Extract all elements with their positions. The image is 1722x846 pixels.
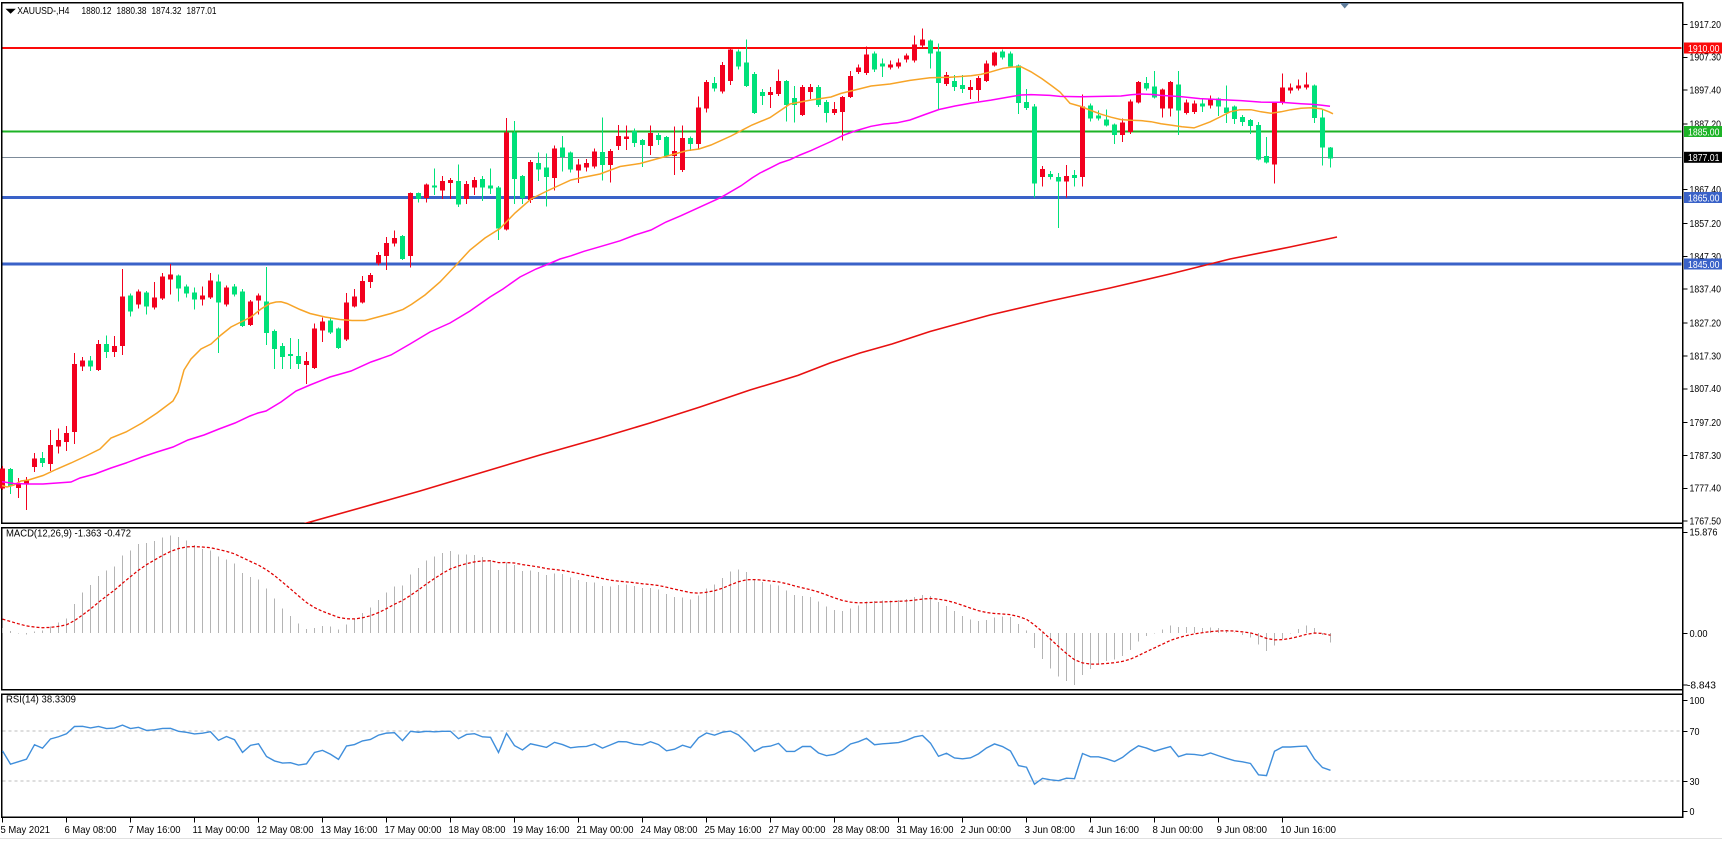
svg-text:-8.843: -8.843 (1687, 679, 1716, 691)
svg-text:1857.20: 1857.20 (1690, 218, 1722, 230)
svg-text:15.876: 15.876 (1690, 527, 1718, 539)
svg-text:17 May 00:00: 17 May 00:00 (385, 824, 442, 836)
svg-text:1877.01: 1877.01 (1688, 152, 1720, 164)
svg-text:100: 100 (1690, 695, 1705, 707)
svg-text:1827.20: 1827.20 (1690, 317, 1722, 329)
svg-text:25 May 16:00: 25 May 16:00 (705, 824, 762, 836)
svg-text:12 May 08:00: 12 May 08:00 (257, 824, 314, 836)
svg-text:1807.40: 1807.40 (1690, 383, 1722, 395)
svg-text:10 Jun 16:00: 10 Jun 16:00 (1281, 824, 1337, 836)
svg-text:1817.30: 1817.30 (1690, 350, 1722, 362)
svg-text:1874.32: 1874.32 (152, 5, 182, 17)
svg-text:0.00: 0.00 (1690, 628, 1708, 640)
svg-text:21 May 00:00: 21 May 00:00 (577, 824, 634, 836)
svg-text:6 May 08:00: 6 May 08:00 (65, 824, 117, 836)
svg-text:1917.20: 1917.20 (1690, 19, 1722, 31)
svg-text:1797.20: 1797.20 (1690, 417, 1722, 429)
svg-text:0: 0 (1690, 806, 1695, 818)
svg-text:5 May 2021: 5 May 2021 (1, 824, 51, 836)
svg-text:18 May 08:00: 18 May 08:00 (449, 824, 506, 836)
svg-text:7 May 16:00: 7 May 16:00 (129, 824, 181, 836)
svg-text:24 May 08:00: 24 May 08:00 (641, 824, 698, 836)
svg-text:11 May 00:00: 11 May 00:00 (193, 824, 250, 836)
svg-text:27 May 00:00: 27 May 00:00 (769, 824, 826, 836)
svg-text:28 May 08:00: 28 May 08:00 (833, 824, 890, 836)
svg-text:XAUUSD-,H4: XAUUSD-,H4 (17, 5, 69, 17)
svg-text:31 May 16:00: 31 May 16:00 (897, 824, 954, 836)
svg-text:70: 70 (1690, 726, 1700, 738)
svg-text:1877.01: 1877.01 (187, 5, 217, 17)
svg-text:4 Jun 16:00: 4 Jun 16:00 (1089, 824, 1140, 836)
svg-text:8 Jun 00:00: 8 Jun 00:00 (1153, 824, 1204, 836)
svg-text:1880.38: 1880.38 (117, 5, 147, 17)
svg-text:1845.00: 1845.00 (1688, 259, 1720, 271)
svg-text:RSI(14) 38.3309: RSI(14) 38.3309 (6, 694, 76, 706)
svg-text:1777.40: 1777.40 (1690, 483, 1722, 495)
svg-text:1897.40: 1897.40 (1690, 85, 1722, 97)
svg-text:9 Jun 08:00: 9 Jun 08:00 (1217, 824, 1268, 836)
svg-text:1837.40: 1837.40 (1690, 284, 1722, 296)
svg-text:1767.50: 1767.50 (1690, 516, 1722, 528)
svg-text:13 May 16:00: 13 May 16:00 (321, 824, 378, 836)
svg-text:1787.30: 1787.30 (1690, 450, 1722, 462)
svg-text:2 Jun 00:00: 2 Jun 00:00 (961, 824, 1012, 836)
svg-text:1907.30: 1907.30 (1690, 52, 1722, 64)
svg-text:1880.12: 1880.12 (82, 5, 112, 17)
svg-text:3 Jun 08:00: 3 Jun 08:00 (1025, 824, 1076, 836)
svg-text:1885.00: 1885.00 (1688, 126, 1720, 138)
svg-text:30: 30 (1690, 776, 1700, 788)
svg-text:19 May 16:00: 19 May 16:00 (513, 824, 570, 836)
svg-text:1910.00: 1910.00 (1688, 43, 1720, 55)
svg-text:1865.00: 1865.00 (1688, 192, 1720, 204)
svg-text:MACD(12,26,9) -1.363 -0.472: MACD(12,26,9) -1.363 -0.472 (6, 528, 131, 540)
